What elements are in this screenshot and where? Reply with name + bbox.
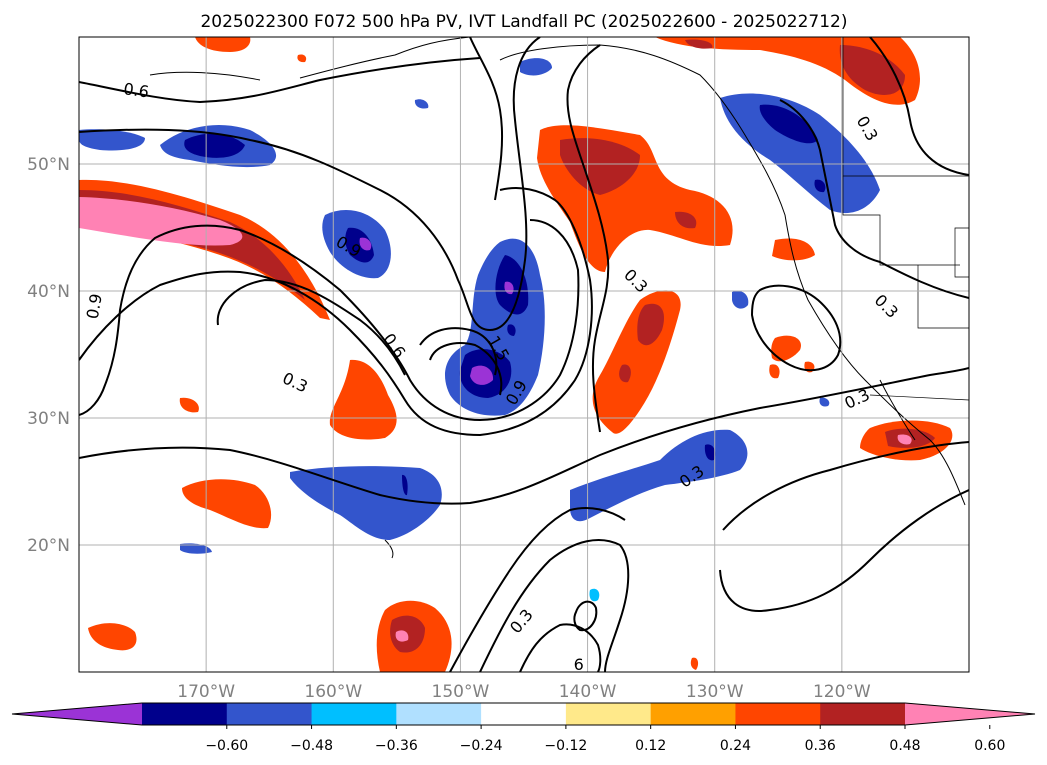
colorbar-outline <box>11 702 1036 726</box>
shaded-fields <box>79 37 953 672</box>
colorbar-segment <box>311 703 397 725</box>
colorbar-segment <box>820 703 906 725</box>
colorbar-tick-label: 0.60 <box>974 738 1005 754</box>
contour-line <box>216 278 406 376</box>
negative-anomaly-pacific-northwest <box>720 93 880 309</box>
contour-label: 0.9 <box>83 292 106 320</box>
north-america-west-coast <box>499 44 966 506</box>
contour-line <box>573 600 598 632</box>
lon-tick-label: 120°W <box>813 682 871 702</box>
contour-line <box>469 37 504 201</box>
state-border-fragment <box>954 227 969 278</box>
lon-tick-label: 170°W <box>177 682 235 702</box>
contour-line <box>869 37 969 176</box>
lon-tick-label: 130°W <box>686 682 744 702</box>
contour-line <box>566 44 610 433</box>
colorbar-segment <box>650 703 736 725</box>
state-borders-southwest <box>917 265 969 329</box>
colorbar-tick-label: −0.48 <box>290 738 333 754</box>
contour-label: 0.6 <box>122 79 150 101</box>
contour-line <box>779 99 969 299</box>
lon-tick-label: 140°W <box>559 682 617 702</box>
contour-line <box>79 37 541 332</box>
contour-line <box>79 57 481 104</box>
hawaii-coast <box>384 539 394 559</box>
map-frame <box>78 36 970 673</box>
colorbar-segment <box>565 703 652 725</box>
contour-line <box>79 367 969 505</box>
positive-anomaly-north-edge <box>195 37 920 105</box>
colorbar-tick-label: 0.36 <box>805 738 836 754</box>
us-mexico-border <box>869 394 969 401</box>
contour-line <box>79 187 593 437</box>
gridlines <box>79 37 969 672</box>
figure-title: 2025022300 F072 500 hPa PV, IVT Landfall… <box>200 12 847 32</box>
colorbar-segment <box>226 703 313 725</box>
colorbar-tick-label: −0.60 <box>205 738 248 754</box>
lat-tick-label: 20°N <box>27 536 70 556</box>
colorbar-segment <box>142 703 228 725</box>
lon-tick-label: 160°W <box>304 682 362 702</box>
colorbar-tick-label: 0.24 <box>720 738 751 754</box>
pv-contours <box>79 37 969 672</box>
contour-line <box>79 219 580 422</box>
coastlines <box>149 37 966 559</box>
colorbar-extend-low <box>12 703 142 725</box>
contour-line <box>722 441 969 531</box>
colorbar-segment <box>481 703 567 725</box>
negative-anomaly-subtropics <box>180 397 830 602</box>
negative-anomaly-west-pacific <box>79 58 552 279</box>
lon-tick-label: 150°W <box>432 682 490 702</box>
political-borders <box>842 37 969 401</box>
map-panel: 0.60.90.90.30.6 1.50.90.30.30.30.30.30.36 <box>78 36 970 674</box>
contour-line <box>479 539 630 672</box>
colorbar-extend-high <box>905 703 1035 725</box>
contour-line <box>419 327 498 376</box>
contour-line <box>429 342 503 396</box>
colorbar-tick-label: 0.12 <box>635 738 666 754</box>
contour-line <box>519 623 602 672</box>
lat-tick-label: 30°N <box>27 409 70 429</box>
contour-line <box>719 489 969 612</box>
negative-anomaly-central-trough <box>445 238 545 416</box>
lat-tick-label: 40°N <box>27 282 70 302</box>
positive-anomaly-subtropics <box>88 54 953 672</box>
axis-labels: 170°W 160°W 150°W 140°W 130°W 120°W 50°N 40°N 30… <box>27 155 871 702</box>
contour-line <box>449 507 626 672</box>
colorbar-segment <box>396 703 482 725</box>
contour-line <box>750 284 842 372</box>
contour-label: 6 <box>574 655 584 674</box>
positive-anomaly-gulf-of-alaska <box>537 125 733 272</box>
colorbar-segment <box>735 703 821 725</box>
aleutian-coast <box>149 71 261 81</box>
colorbar-tick-label: −0.36 <box>375 738 418 754</box>
colorbar-tick-label: −0.24 <box>460 738 503 754</box>
colorbar: −0.60 −0.48 −0.36 −0.24 −0.12 0.12 0.24 0.36 0.4… <box>11 702 1036 754</box>
state-borders-northwest <box>842 176 960 266</box>
colorbar-tick-label: 0.48 <box>889 738 920 754</box>
baja-california-coast <box>879 379 916 441</box>
positive-anomaly-north-pacific-band <box>79 179 330 320</box>
lat-tick-label: 50°N <box>27 155 70 175</box>
colorbar-tick-label: −0.12 <box>544 738 587 754</box>
alaska-peninsula-coast <box>299 37 471 79</box>
